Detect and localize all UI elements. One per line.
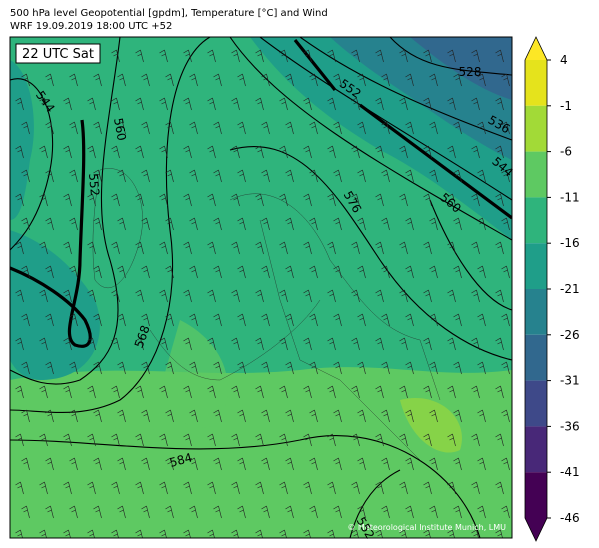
colorbar-band [525,426,547,473]
colorbar-band [525,105,547,152]
colorbar-band [525,289,547,335]
colorbar-tick-label: -31 [560,374,580,388]
colorbar-tick-label: -6 [560,145,572,159]
colorbar-tick-label: -46 [560,511,580,525]
colorbar-band [525,380,547,427]
colorbar-tick-label: 4 [560,53,568,67]
colorbar-tick-label: -1 [560,99,572,113]
colorbar-band [525,60,547,106]
colorbar-tick-label: -11 [560,190,580,204]
map-field [10,37,512,538]
contour-label: 528 [459,65,482,79]
contour-label: 584 [168,450,194,469]
colorbar-tick-label: -36 [560,419,580,433]
colorbar-band [525,151,547,198]
time-label: 22 UTC Sat [22,47,94,62]
colorbar-band [525,243,547,289]
colorbar-tick-label: -21 [560,282,580,296]
map-frame [9,36,513,539]
colorbar-over [525,37,547,60]
colorbar-band [525,197,547,244]
subtitle: WRF 19.09.2019 18:00 UTC +52 [10,21,172,32]
colorbar-band [525,334,547,381]
contour-label: 552 [86,173,102,197]
colorbar-tick-label: -16 [560,236,580,250]
title: 500 hPa level Geopotential [gpdm], Tempe… [10,8,328,19]
colorbar-under [525,518,547,541]
colorbar-band [525,472,547,518]
credit: © Meteorological Institute Munich, LMU [347,523,506,532]
colorbar: 4 -1 -6 -11 -16 -21 -26 -31 -36 -41 -46 [524,36,580,542]
contour-label: 560 [111,117,129,142]
time-box [15,43,101,64]
colorbar-tick-label: -26 [560,328,580,342]
colorbar-tick-label: -41 [560,465,580,479]
